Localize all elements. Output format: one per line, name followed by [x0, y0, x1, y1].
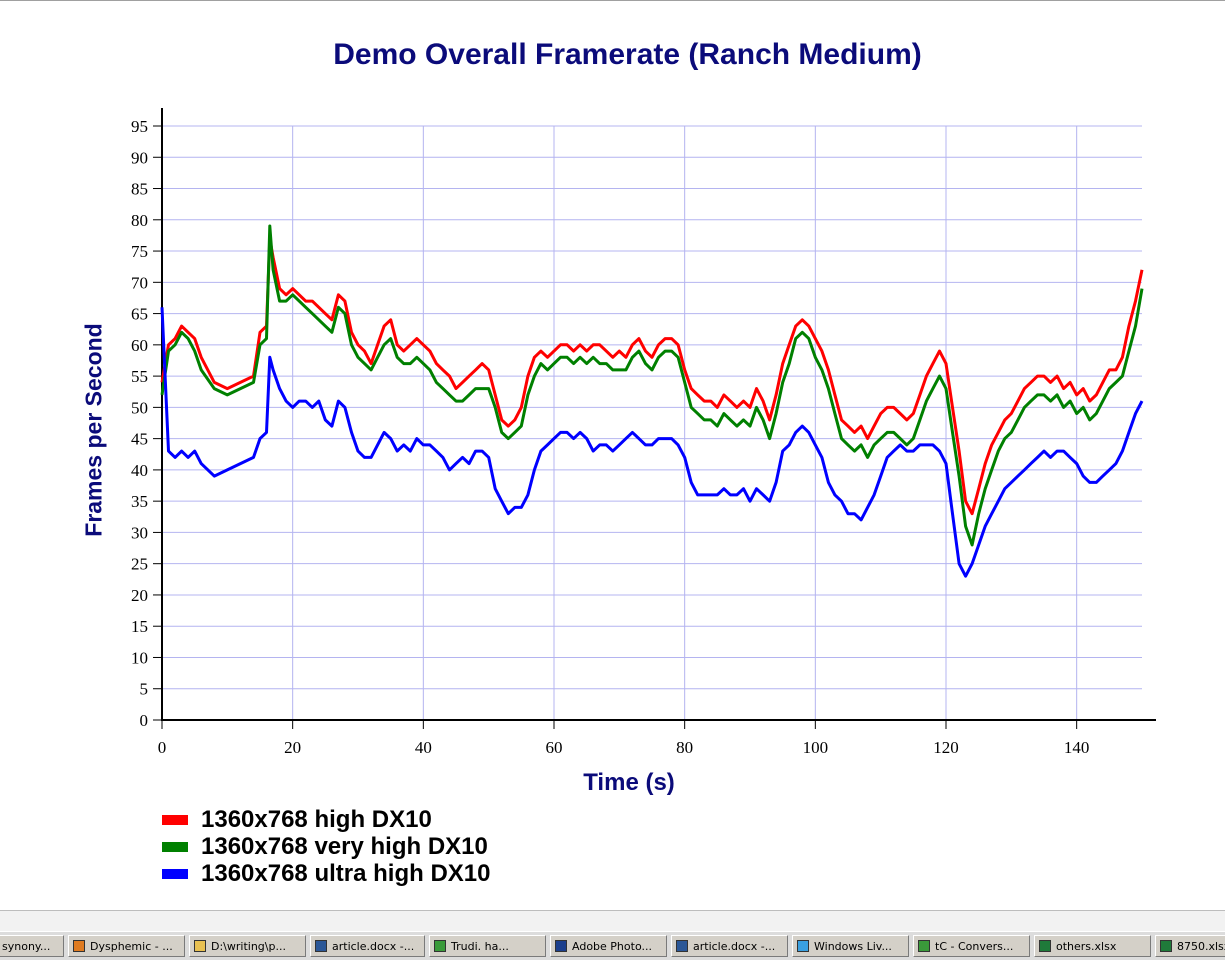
taskbar-button[interactable]: Windows Liv... — [792, 935, 909, 957]
windows-live-icon — [797, 940, 809, 952]
legend-swatch-very-high — [162, 841, 188, 852]
excel-icon — [1039, 940, 1051, 952]
x-tick-label: 140 — [1064, 738, 1090, 757]
y-tick-label: 90 — [131, 148, 148, 167]
y-tick-label: 85 — [131, 180, 148, 199]
word-icon — [315, 940, 327, 952]
y-tick-label: 20 — [131, 586, 148, 605]
y-tick-label: 95 — [131, 117, 148, 136]
folder-icon — [194, 940, 206, 952]
y-tick-label: 70 — [131, 273, 148, 292]
taskbar-button-label: article.docx -... — [332, 939, 415, 953]
taskbar-button-label: Trudi. ha... — [451, 939, 509, 953]
taskbar-button-label: others.xlsx — [1056, 939, 1117, 953]
x-axis-title: Time (s) — [583, 769, 675, 796]
legend-item-ultra-high: 1360x768 ultra high DX10 — [162, 860, 490, 887]
taskbar-button[interactable]: others.xlsx — [1034, 935, 1151, 957]
word-icon — [676, 940, 688, 952]
messenger-icon — [918, 940, 930, 952]
chart-plot: 0 5 10 15 20 25 30 35 40 45 50 55 60 65 70 75 80 85 90 95 0 2… — [131, 108, 1156, 757]
y-tick-label: 5 — [140, 680, 149, 699]
taskbar-button-label: 8750.xlsx — [1177, 939, 1225, 953]
y-tick-label: 65 — [131, 305, 148, 324]
taskbar-button-label: tC - Convers... — [935, 939, 1014, 953]
x-tick-label: 40 — [415, 738, 432, 757]
taskbar-button[interactable]: article.docx -... — [671, 935, 788, 957]
messenger-icon — [434, 940, 446, 952]
x-tick-label: 60 — [546, 738, 563, 757]
y-tick-label: 10 — [131, 648, 148, 667]
taskbar-button[interactable]: synony... — [0, 935, 64, 957]
taskbar-button[interactable]: D:\writing\p... — [189, 935, 306, 957]
legend-swatch-ultra-high — [162, 868, 188, 879]
window-status-strip — [0, 910, 1225, 932]
series-line-2 — [160, 307, 1144, 578]
series-line-0 — [160, 237, 1144, 516]
taskbar: synony... Dysphemic - ... D:\writing\p..… — [0, 931, 1225, 960]
taskbar-button-label: synony... — [2, 939, 51, 953]
y-tick-label: 25 — [131, 555, 148, 574]
y-tick-label: 0 — [140, 711, 149, 730]
y-tick-label: 35 — [131, 492, 148, 511]
taskbar-button[interactable]: Adobe Photo... — [550, 935, 667, 957]
legend-label-high: 1360x768 high DX10 — [201, 805, 432, 833]
taskbar-button-label: Dysphemic - ... — [90, 939, 173, 953]
y-tick-label: 15 — [131, 617, 148, 636]
legend-item-very-high: 1360x768 very high DX10 — [162, 833, 490, 860]
x-tick-label: 20 — [284, 738, 301, 757]
firefox-icon — [73, 940, 85, 952]
photoshop-icon — [555, 940, 567, 952]
y-tick-label: 60 — [131, 336, 148, 355]
y-axis-title: Frames per Second — [80, 323, 107, 537]
window-top-border — [0, 0, 1225, 1]
taskbar-button[interactable]: tC - Convers... — [913, 935, 1030, 957]
legend-label-very-high: 1360x768 very high DX10 — [201, 832, 488, 860]
chart-title: Demo Overall Framerate (Ranch Medium) — [333, 38, 922, 71]
taskbar-button[interactable]: Dysphemic - ... — [68, 935, 185, 957]
x-tick-label: 80 — [676, 738, 693, 757]
taskbar-button-label: D:\writing\p... — [211, 939, 286, 953]
legend-swatch-high — [162, 814, 188, 825]
y-tick-label: 30 — [131, 523, 148, 542]
series-line-1 — [160, 224, 1144, 547]
taskbar-button-label: Windows Liv... — [814, 939, 892, 953]
legend-item-high: 1360x768 high DX10 — [162, 806, 490, 833]
y-tick-label: 55 — [131, 367, 148, 386]
y-tick-label: 50 — [131, 398, 148, 417]
x-tick-label: 0 — [158, 738, 167, 757]
excel-icon — [1160, 940, 1172, 952]
taskbar-button[interactable]: 8750.xlsx — [1155, 935, 1225, 957]
taskbar-button-label: Adobe Photo... — [572, 939, 652, 953]
taskbar-button[interactable]: Trudi. ha... — [429, 935, 546, 957]
taskbar-button[interactable]: article.docx -... — [310, 935, 425, 957]
y-tick-label: 80 — [131, 211, 148, 230]
taskbar-button-label: article.docx -... — [693, 939, 776, 953]
y-tick-label: 40 — [131, 461, 148, 480]
y-tick-label: 75 — [131, 242, 148, 261]
x-tick-label: 120 — [933, 738, 959, 757]
y-tick-label: 45 — [131, 430, 148, 449]
x-tick-label: 100 — [803, 738, 829, 757]
chart-legend: 1360x768 high DX10 1360x768 very high DX… — [162, 806, 490, 887]
legend-label-ultra-high: 1360x768 ultra high DX10 — [201, 859, 491, 887]
